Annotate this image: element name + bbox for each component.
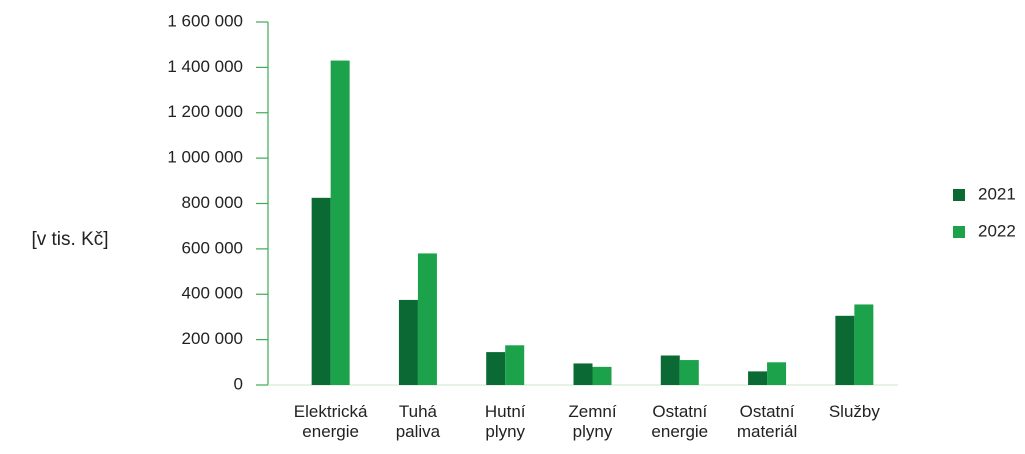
x-tick-label: Ostatní energie — [651, 402, 708, 441]
bar — [330, 60, 350, 385]
bar — [573, 363, 593, 385]
y-tick-label: 1 600 000 — [167, 11, 243, 30]
y-tick-label: 200 000 — [182, 329, 243, 348]
x-tick-label: Hutní plyny — [485, 402, 526, 441]
bar — [660, 355, 680, 385]
legend-label: 2021 — [978, 184, 1016, 203]
y-tick-label: 1 200 000 — [167, 102, 243, 121]
bar — [767, 362, 787, 385]
bar — [486, 352, 506, 385]
y-axis-label: [v tis. Kč] — [31, 229, 108, 250]
legend-swatch — [953, 189, 965, 201]
y-tick-label: 600 000 — [182, 238, 243, 257]
bar — [311, 197, 331, 385]
bar — [417, 253, 437, 385]
y-tick-label: 800 000 — [182, 193, 243, 212]
x-tick-label: Elektrická energie — [294, 402, 368, 441]
y-tick-label: 0 — [234, 374, 243, 393]
y-tick-label: 1 000 000 — [167, 148, 243, 167]
bar — [398, 299, 418, 385]
bar — [854, 304, 874, 385]
x-tick-label: Zemní plyny — [568, 402, 616, 441]
bar — [679, 360, 699, 385]
x-tick-label: Ostatní materiál — [737, 402, 797, 441]
x-tick-label: Služby — [829, 402, 881, 421]
y-tick-label: 1 400 000 — [167, 57, 243, 76]
bar — [592, 366, 612, 385]
bar — [835, 315, 855, 385]
bar — [748, 371, 768, 385]
legend-label: 2022 — [978, 221, 1016, 240]
x-tick-label: Tuhá paliva — [396, 402, 441, 441]
y-tick-label: 400 000 — [182, 284, 243, 303]
bar — [505, 345, 525, 385]
legend-swatch — [953, 226, 965, 238]
